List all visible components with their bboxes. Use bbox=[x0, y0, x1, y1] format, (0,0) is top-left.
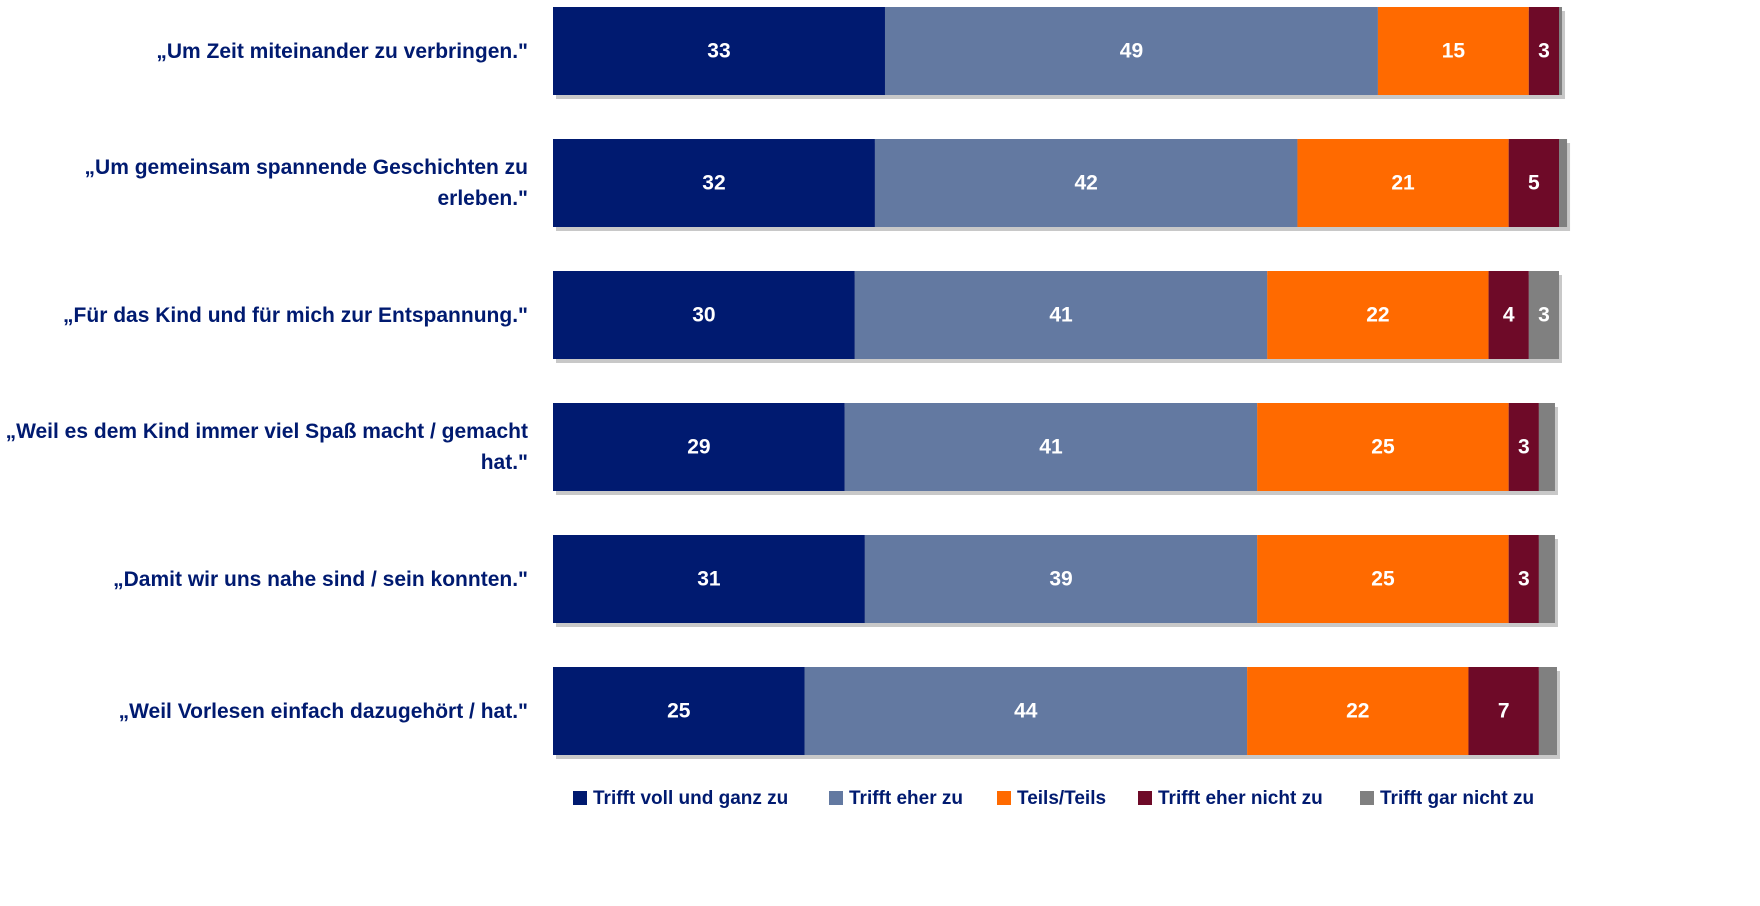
bar-segment bbox=[1257, 535, 1509, 623]
legend-label: Trifft eher nicht zu bbox=[1158, 788, 1323, 809]
bar-segment bbox=[1528, 7, 1559, 95]
value-label: 3 bbox=[1518, 568, 1530, 591]
legend-swatch bbox=[573, 791, 587, 805]
value-label: 4 bbox=[1503, 304, 1515, 327]
value-label: 3 bbox=[1518, 436, 1530, 459]
legend-label: Teils/Teils bbox=[1017, 788, 1106, 809]
value-label: 22 bbox=[1346, 700, 1369, 723]
category-label: „Weil Vorlesen einfach dazugehört / hat.… bbox=[118, 699, 528, 723]
bar-segment bbox=[1538, 667, 1557, 755]
value-label: 15 bbox=[1442, 40, 1466, 63]
value-label: 31 bbox=[697, 568, 721, 591]
value-label: 21 bbox=[1391, 172, 1415, 195]
value-label: 22 bbox=[1366, 304, 1389, 327]
bar-segment bbox=[1538, 403, 1555, 491]
value-label: 30 bbox=[692, 304, 715, 327]
value-label: 25 bbox=[1371, 436, 1395, 459]
category-label: „Weil es dem Kind immer viel Spaß macht … bbox=[5, 420, 528, 474]
value-label: 44 bbox=[1014, 700, 1038, 723]
category-label: „Damit wir uns nahe sind / sein konnten.… bbox=[113, 567, 528, 591]
bar-segment bbox=[804, 667, 1248, 755]
legend-label: Trifft gar nicht zu bbox=[1380, 788, 1534, 809]
bar-segment bbox=[553, 667, 805, 755]
bar-segment bbox=[1297, 139, 1509, 227]
bar-segment bbox=[553, 139, 875, 227]
bar-segment bbox=[1377, 7, 1529, 95]
bar-segment bbox=[553, 7, 885, 95]
bar-segment bbox=[1508, 535, 1539, 623]
bar-segment bbox=[1247, 667, 1469, 755]
value-label: 7 bbox=[1498, 700, 1510, 723]
bar-segment bbox=[1508, 403, 1539, 491]
bar-segment bbox=[1528, 271, 1559, 359]
bar-segment bbox=[1538, 535, 1555, 623]
category-label: „Um Zeit miteinander zu verbringen." bbox=[156, 39, 528, 63]
legend-swatch bbox=[1138, 791, 1152, 805]
bar-segment bbox=[553, 403, 845, 491]
bar-segment bbox=[1559, 7, 1563, 95]
value-label: 32 bbox=[702, 172, 725, 195]
legend-label: Trifft voll und ganz zu bbox=[593, 788, 788, 809]
category-label: „Um gemeinsam spannende Geschichten zu e… bbox=[84, 156, 528, 210]
bar-segment bbox=[884, 7, 1378, 95]
value-label: 29 bbox=[687, 436, 710, 459]
value-label: 5 bbox=[1528, 172, 1540, 195]
category-label: „Für das Kind und für mich zur Entspannu… bbox=[63, 303, 528, 327]
value-label: 39 bbox=[1049, 568, 1072, 591]
value-label: 33 bbox=[707, 40, 730, 63]
legend-label: Trifft eher zu bbox=[849, 788, 963, 809]
legend-swatch bbox=[829, 791, 843, 805]
bar-segment bbox=[553, 271, 855, 359]
bar-segment bbox=[1559, 139, 1568, 227]
value-label: 25 bbox=[1371, 568, 1395, 591]
value-label: 41 bbox=[1039, 436, 1063, 459]
value-label: 3 bbox=[1538, 304, 1550, 327]
bar-segment bbox=[1267, 271, 1489, 359]
value-label: 25 bbox=[667, 700, 691, 723]
legend-swatch bbox=[997, 791, 1011, 805]
bar-segment bbox=[864, 535, 1258, 623]
bar-segment bbox=[844, 403, 1258, 491]
bar-segment bbox=[1508, 139, 1559, 227]
bar-segment bbox=[874, 139, 1298, 227]
value-label: 3 bbox=[1538, 40, 1550, 63]
value-label: 41 bbox=[1049, 304, 1073, 327]
legend-swatch bbox=[1360, 791, 1374, 805]
bar-segment bbox=[854, 271, 1268, 359]
bar-segment bbox=[553, 535, 865, 623]
bar-segment bbox=[1468, 667, 1539, 755]
value-label: 49 bbox=[1120, 40, 1143, 63]
bar-segment bbox=[1257, 403, 1509, 491]
value-label: 42 bbox=[1075, 172, 1098, 195]
bar-segment bbox=[1488, 271, 1529, 359]
